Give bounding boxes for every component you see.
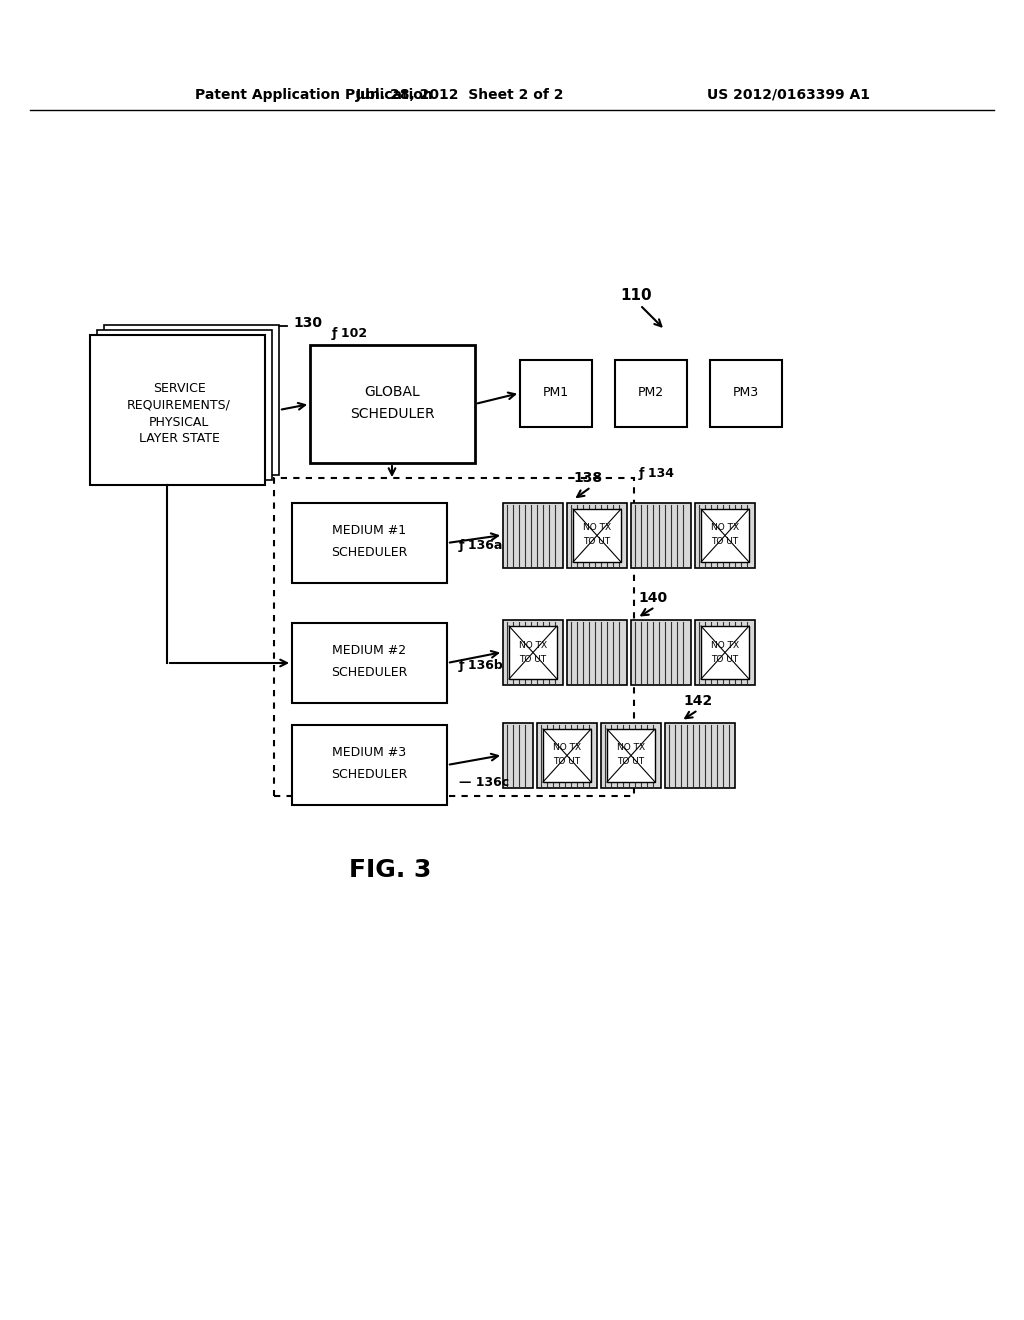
Text: TO UT: TO UT (584, 537, 610, 546)
Bar (573, 510, 621, 562)
Bar (104, 325, 279, 475)
Text: 142: 142 (683, 694, 713, 708)
Text: US 2012/0163399 A1: US 2012/0163399 A1 (707, 88, 870, 102)
Bar (607, 729, 655, 781)
Text: NO TX: NO TX (583, 524, 611, 532)
Text: 140: 140 (638, 591, 667, 605)
Bar (601, 723, 662, 788)
Bar (701, 626, 749, 678)
Text: PHYSICAL: PHYSICAL (148, 416, 209, 429)
Bar (701, 510, 749, 562)
Text: REQUIREMENTS/: REQUIREMENTS/ (127, 399, 231, 412)
Bar (509, 626, 557, 678)
Bar (292, 725, 447, 805)
Bar (90, 335, 265, 484)
Bar (520, 360, 592, 426)
Text: SCHEDULER: SCHEDULER (331, 768, 408, 781)
Bar (631, 620, 691, 685)
Text: 130: 130 (293, 315, 322, 330)
Text: ƒ 136b: ƒ 136b (459, 659, 504, 672)
Text: 110: 110 (620, 288, 651, 302)
Text: Jun. 28, 2012  Sheet 2 of 2: Jun. 28, 2012 Sheet 2 of 2 (355, 88, 564, 102)
Text: NO TX: NO TX (616, 743, 645, 752)
Text: GLOBAL: GLOBAL (365, 385, 420, 399)
Bar (503, 620, 563, 685)
Text: TO UT: TO UT (712, 537, 738, 546)
Text: ƒ 134: ƒ 134 (639, 466, 675, 479)
Text: NO TX: NO TX (519, 640, 547, 649)
Text: 138: 138 (573, 471, 602, 484)
Bar (310, 345, 475, 463)
Text: FIG. 3: FIG. 3 (349, 858, 431, 882)
Text: NO TX: NO TX (553, 743, 581, 752)
Text: PM1: PM1 (543, 387, 569, 400)
Bar (274, 478, 634, 796)
Bar (615, 360, 687, 426)
Text: PM3: PM3 (733, 387, 759, 400)
Bar (567, 503, 627, 568)
Text: SCHEDULER: SCHEDULER (331, 667, 408, 680)
Text: MEDIUM #3: MEDIUM #3 (332, 747, 407, 759)
Bar (695, 503, 755, 568)
Bar (695, 620, 755, 685)
Bar (543, 729, 591, 781)
Text: LAYER STATE: LAYER STATE (138, 433, 219, 446)
Text: NO TX: NO TX (711, 524, 739, 532)
Text: ƒ 136a: ƒ 136a (459, 539, 504, 552)
Bar (567, 620, 627, 685)
Text: TO UT: TO UT (712, 655, 738, 664)
Text: MEDIUM #1: MEDIUM #1 (332, 524, 407, 537)
Bar (292, 503, 447, 583)
Text: — 136c: — 136c (459, 776, 509, 789)
Text: TO UT: TO UT (519, 655, 547, 664)
Bar (503, 723, 534, 788)
Text: PM2: PM2 (638, 387, 664, 400)
Bar (710, 360, 782, 426)
Bar (503, 503, 563, 568)
Text: MEDIUM #2: MEDIUM #2 (332, 644, 407, 657)
Text: SERVICE: SERVICE (153, 381, 206, 395)
Text: TO UT: TO UT (617, 758, 644, 767)
Text: NO TX: NO TX (711, 640, 739, 649)
Bar (537, 723, 597, 788)
Bar (631, 503, 691, 568)
Text: SCHEDULER: SCHEDULER (349, 407, 434, 421)
Text: SCHEDULER: SCHEDULER (331, 546, 408, 560)
Bar (292, 623, 447, 704)
Text: ƒ 102: ƒ 102 (332, 326, 368, 339)
Bar (665, 723, 735, 788)
Bar (97, 330, 272, 480)
Text: TO UT: TO UT (553, 758, 581, 767)
Text: Patent Application Publication: Patent Application Publication (195, 88, 433, 102)
